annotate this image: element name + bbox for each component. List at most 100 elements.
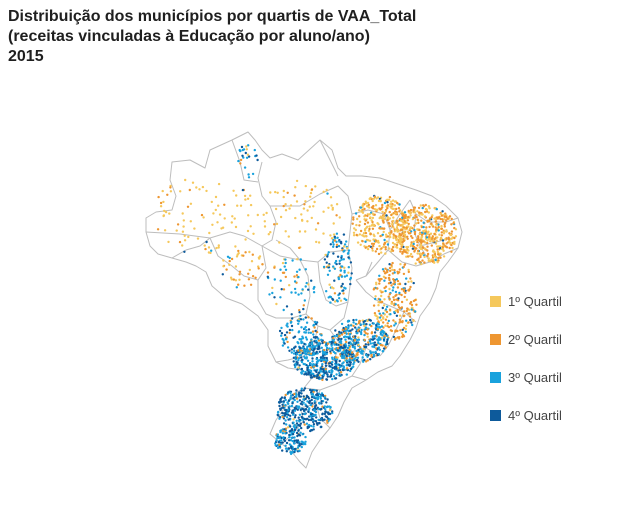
municipality-dot: [352, 216, 355, 219]
municipality-dot: [238, 278, 241, 281]
municipality-dot: [278, 241, 281, 244]
municipality-dot: [242, 156, 245, 159]
municipality-dot: [373, 195, 377, 198]
municipality-dot: [383, 201, 387, 205]
municipality-dot: [454, 228, 458, 231]
municipality-dot: [277, 440, 280, 444]
municipality-dot: [276, 191, 279, 194]
municipality-dot: [391, 241, 395, 245]
municipality-dot: [440, 224, 443, 228]
municipality-dot: [345, 274, 349, 277]
municipality-dot: [345, 349, 348, 352]
municipality-dot: [386, 207, 389, 210]
municipality-dot: [234, 265, 238, 268]
municipality-dot: [239, 158, 243, 162]
municipality-dot: [295, 422, 299, 425]
municipality-dot: [326, 273, 330, 276]
municipality-dot: [334, 329, 337, 332]
municipality-dot: [292, 360, 295, 363]
municipality-dot: [326, 375, 329, 378]
municipality-dot: [339, 371, 343, 374]
municipality-dot: [289, 321, 293, 324]
municipality-dot: [428, 217, 432, 220]
municipality-dot: [324, 364, 328, 367]
municipality-dot: [298, 311, 301, 314]
municipality-dot: [293, 416, 297, 419]
municipality-dot: [363, 338, 366, 342]
municipality-dot: [314, 322, 318, 326]
municipality-dot: [276, 433, 279, 436]
municipality-dot: [445, 229, 448, 232]
municipality-dot: [287, 418, 290, 421]
municipality-dot: [309, 415, 312, 418]
municipality-dot: [300, 368, 303, 371]
municipality-dot: [247, 173, 250, 176]
municipality-dot: [377, 304, 380, 307]
municipality-dot: [398, 318, 402, 321]
municipality-dot: [386, 216, 390, 219]
municipality-dot: [300, 426, 303, 430]
municipality-dot: [337, 337, 340, 340]
municipality-dot: [246, 197, 250, 200]
municipality-dot: [309, 195, 312, 198]
municipality-dot: [380, 314, 383, 317]
municipality-dot: [345, 367, 349, 370]
municipality-dot: [324, 344, 328, 347]
municipality-dot: [293, 335, 297, 338]
municipality-dot: [392, 233, 395, 236]
municipality-dot: [389, 269, 392, 273]
municipality-dot: [242, 254, 245, 257]
title-line-1: Distribuição dos municípios por quartis …: [8, 8, 417, 25]
municipality-dot: [181, 212, 184, 215]
municipality-dot: [328, 347, 331, 350]
municipality-dot: [403, 250, 406, 253]
municipality-dot: [348, 358, 351, 361]
municipality-dot: [305, 281, 308, 285]
municipality-dot: [303, 409, 306, 412]
municipality-dot: [376, 328, 380, 331]
municipality-dot: [361, 240, 364, 243]
municipality-dot: [308, 369, 311, 372]
municipality-dot: [282, 436, 285, 440]
municipality-dot: [401, 224, 404, 227]
municipality-dot: [331, 356, 334, 359]
municipality-dot: [247, 144, 250, 147]
municipality-dot: [326, 192, 329, 195]
municipality-dot: [378, 216, 381, 220]
municipality-dot: [362, 347, 365, 351]
municipality-dot: [369, 358, 372, 361]
municipality-dot: [289, 429, 292, 432]
municipality-dot: [407, 222, 410, 226]
municipality-dot: [338, 292, 341, 295]
municipality-dot: [434, 226, 437, 229]
municipality-dot: [305, 329, 308, 332]
municipality-dot: [304, 442, 307, 446]
municipality-dot: [353, 338, 356, 342]
municipality-dot: [235, 255, 239, 258]
municipality-dot: [364, 332, 367, 335]
legend-swatch-q2: [490, 334, 501, 345]
municipality-dot: [162, 200, 165, 204]
municipality-dot: [353, 358, 356, 361]
municipality-dot: [341, 356, 344, 360]
municipality-dot: [423, 247, 427, 250]
municipality-dot: [207, 246, 211, 249]
municipality-dot: [342, 365, 346, 369]
municipality-dot: [347, 249, 351, 252]
municipality-dot: [342, 245, 346, 248]
municipality-dot: [316, 397, 319, 401]
municipality-dot: [215, 246, 218, 250]
municipality-dot: [441, 239, 445, 242]
municipality-dot: [326, 342, 330, 345]
municipality-dot: [325, 419, 329, 422]
municipality-dot: [351, 351, 354, 354]
municipality-dot: [412, 240, 415, 243]
municipality-dot: [382, 312, 385, 315]
municipality-dot: [305, 373, 308, 376]
municipality-dot: [387, 319, 390, 323]
municipality-dot: [418, 246, 421, 249]
municipality-dot: [282, 339, 285, 342]
municipality-dot: [320, 425, 323, 429]
municipality-dot: [318, 350, 321, 353]
municipality-dot: [279, 268, 282, 271]
